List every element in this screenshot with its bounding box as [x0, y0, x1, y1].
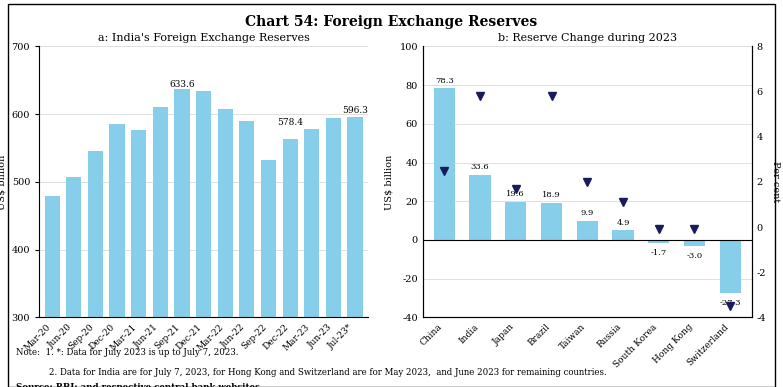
Text: 633.6: 633.6 [169, 80, 195, 89]
Title: b: Reserve Change during 2023: b: Reserve Change during 2023 [498, 33, 677, 43]
Bar [175, 89, 189, 387]
Y-axis label: US$ billion: US$ billion [385, 154, 394, 209]
Text: 2. Data for India are for July 7, 2023, for Hong Kong and Switzerland are for Ma: 2. Data for India are for July 7, 2023, … [16, 368, 606, 377]
Text: Note:  1. *: Data for July 2023 is up to July 7, 2023.: Note: 1. *: Data for July 2023 is up to … [16, 348, 238, 357]
Bar [88, 151, 103, 387]
Bar [283, 139, 298, 387]
Bar [240, 121, 254, 387]
Text: -3.0: -3.0 [687, 252, 702, 260]
Bar [720, 240, 741, 293]
Bar [196, 91, 211, 387]
Bar [469, 175, 491, 240]
Text: Chart 54: Foreign Exchange Reserves: Chart 54: Foreign Exchange Reserves [245, 15, 538, 29]
Text: -27.3: -27.3 [720, 299, 741, 307]
Text: 4.9: 4.9 [616, 219, 630, 227]
Bar [45, 196, 60, 387]
Bar [304, 129, 319, 387]
Bar [67, 177, 81, 387]
Bar [684, 240, 705, 246]
Bar [434, 89, 455, 240]
Text: -1.7: -1.7 [651, 249, 667, 257]
Text: 78.3: 78.3 [435, 77, 453, 85]
Text: 596.3: 596.3 [342, 106, 368, 115]
Bar [261, 159, 276, 387]
Bar [326, 118, 341, 387]
Y-axis label: US$ billion: US$ billion [0, 154, 6, 209]
Bar [505, 202, 526, 240]
Bar [648, 240, 669, 243]
Bar [110, 124, 124, 387]
Bar [576, 221, 598, 240]
Bar [153, 107, 168, 387]
Text: 9.9: 9.9 [580, 209, 594, 217]
Bar [348, 116, 363, 387]
Title: a: India's Foreign Exchange Reserves: a: India's Foreign Exchange Reserves [98, 33, 309, 43]
Bar [612, 230, 633, 240]
Text: 18.9: 18.9 [542, 192, 561, 200]
Y-axis label: Per cent: Per cent [771, 161, 780, 202]
Bar [541, 204, 562, 240]
Bar [218, 110, 233, 387]
Text: 19.6: 19.6 [507, 190, 525, 198]
Text: 33.6: 33.6 [471, 163, 489, 171]
Bar [131, 130, 146, 387]
Text: 578.4: 578.4 [277, 118, 303, 127]
Text: Source: RBI; and respective central bank websites.: Source: RBI; and respective central bank… [16, 383, 262, 387]
